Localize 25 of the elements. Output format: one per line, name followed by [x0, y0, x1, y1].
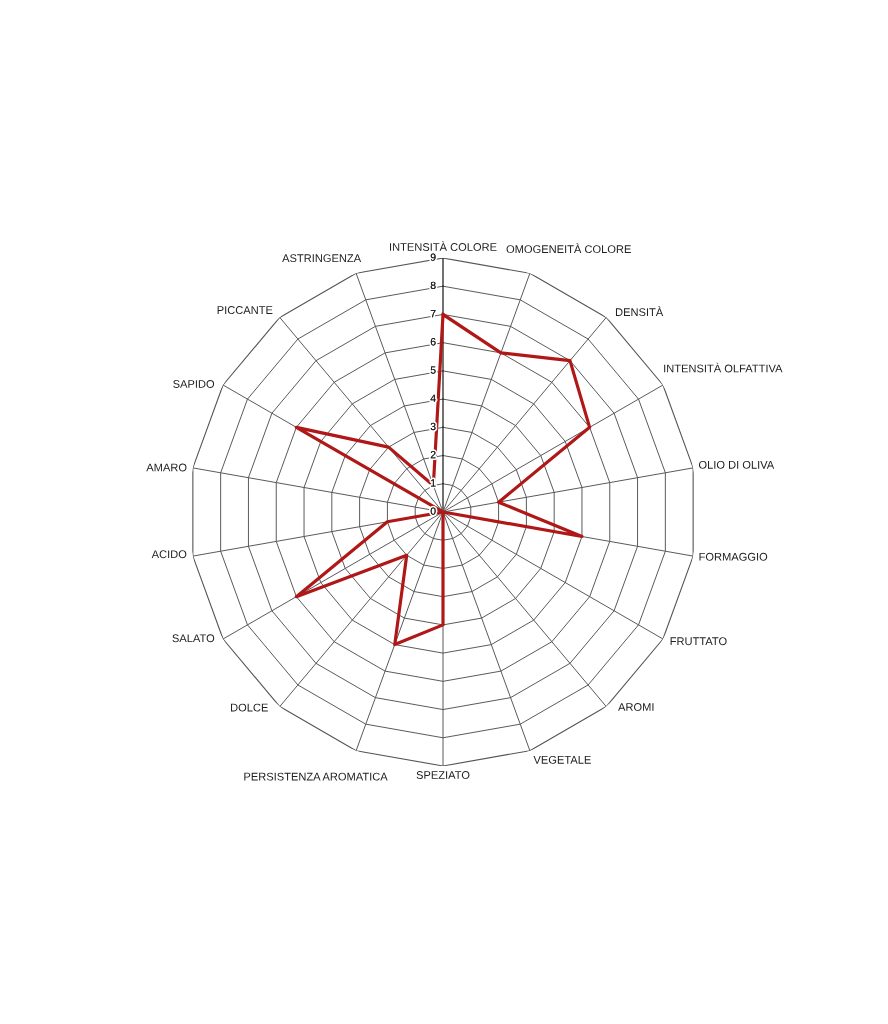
spoke-label: ASTRINGENZA	[282, 254, 362, 263]
spoke-label: AROMI	[618, 703, 654, 711]
spoke-label: INTENSITÀ COLORE	[390, 241, 497, 251]
spoke-label: INTENSITÀ OLFATTIVA	[664, 362, 783, 373]
spoke-label: PICCANTE	[217, 306, 273, 314]
y-tick-label: 2	[430, 450, 436, 459]
spoke-label: VEGETALE	[533, 755, 591, 764]
spoke-label: AMARO	[146, 463, 187, 472]
spoke-label: OMOGENEITÀ COLORE	[506, 243, 631, 254]
y-tick-label: 8	[430, 281, 436, 290]
y-tick-label: 1	[431, 479, 436, 487]
y-tick-label: 4	[430, 394, 436, 402]
y-tick-label: 7	[430, 309, 436, 318]
spoke-label: SALATO	[172, 634, 215, 643]
spoke-label: ACIDO	[151, 550, 187, 559]
y-tick-label: 9	[430, 253, 436, 261]
spoke-label: SAPIDO	[173, 380, 215, 388]
spoke-label: OLIO DI OLIVA	[698, 460, 775, 469]
spoke-label: DOLCE	[231, 703, 268, 712]
spoke-label: FORMAGGIO	[699, 552, 768, 561]
spoke-label: SPEZIATO	[416, 771, 470, 779]
spoke-label: DENSITÀ	[615, 306, 664, 317]
spoke-label: FRUTTATO	[670, 637, 727, 646]
y-tick-label: 5	[430, 366, 436, 374]
spoke-label: PERSISTENZA AROMATICA	[244, 772, 388, 781]
